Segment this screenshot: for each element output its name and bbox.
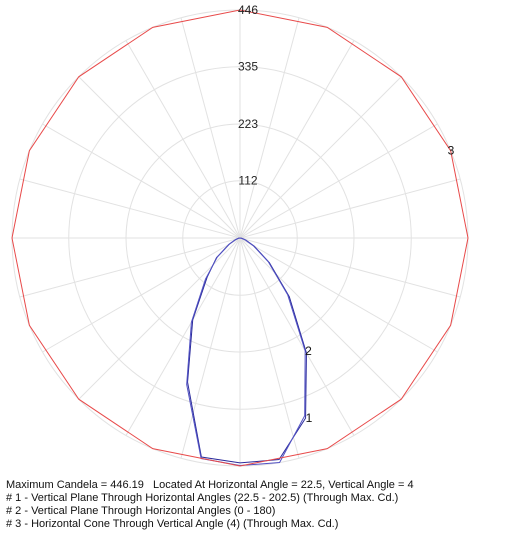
grid-ring: [182, 180, 298, 296]
r-tick-label: 223: [238, 117, 258, 131]
footer-line: # 2 - Vertical Plane Through Horizontal …: [6, 505, 275, 517]
series-line: [187, 237, 307, 464]
series-line: [11, 9, 469, 467]
r-tick-label: 446: [238, 3, 258, 17]
series-label: 2: [305, 344, 312, 358]
footer-line: Maximum Candela = 446.19 Located At Hori…: [6, 479, 414, 491]
r-tick-label: 335: [238, 60, 258, 74]
footer-line: # 1 - Vertical Plane Through Horizontal …: [6, 492, 398, 504]
grid-ring: [125, 123, 355, 353]
footer-line: # 3 - Horizontal Cone Through Vertical A…: [6, 518, 338, 530]
series-label: 1: [306, 411, 313, 425]
r-tick-label: 112: [238, 174, 257, 188]
series-label: 3: [448, 144, 455, 158]
series-line: [186, 237, 306, 466]
grid-ring: [68, 66, 412, 410]
